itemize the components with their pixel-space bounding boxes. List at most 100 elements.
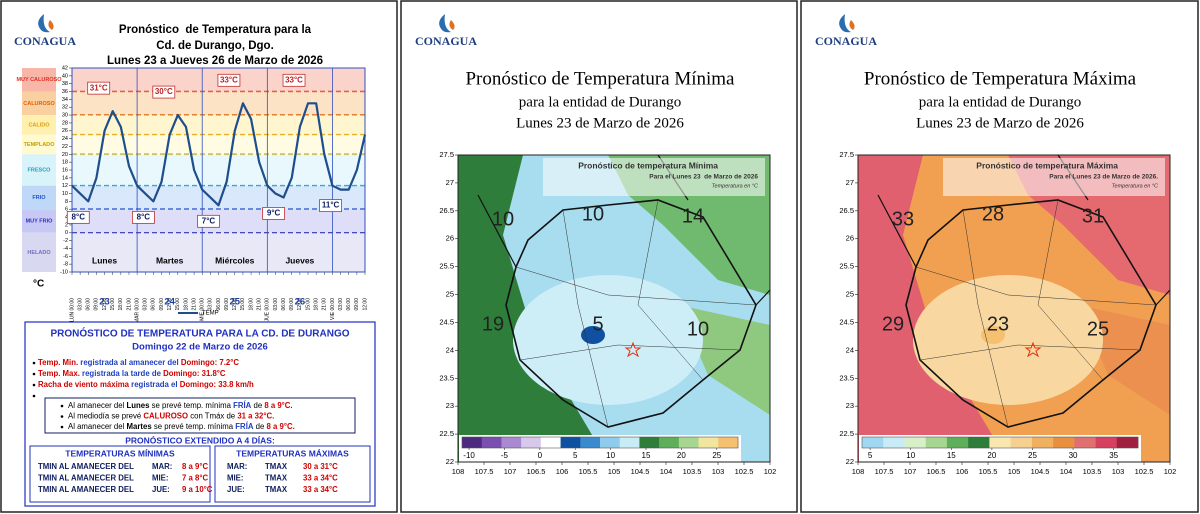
band-label: MUY CALUROSO [16,77,62,83]
annotation: 8°C [72,212,86,221]
annotation: 8°C [137,212,151,221]
band-label: MUY FRIO [26,218,54,224]
band-background [72,232,365,272]
x-tick-label: 09:00 [354,298,360,311]
logo-icon [849,20,855,30]
day-name: Jueves [285,255,314,265]
x-tick-label: VIE 00:00 [330,298,336,320]
bullet [60,404,64,408]
colorbar-swatch [1074,437,1096,448]
band-key [22,185,56,210]
y-tick-label: 38 [62,81,68,87]
colorbar-label: 25 [1028,451,1037,460]
band-label: FRIO [32,195,46,201]
extended-title: PRONÓSTICO EXTENDIDO A 4 DÍAS: [125,434,275,445]
map-title: Pronóstico de Temperatura Máxima [864,68,1137,89]
y-tick-label: 27.5 [839,150,854,159]
text-segment: de [251,401,264,410]
text-segment: registrada el [129,380,180,389]
colorbar-swatch [560,437,581,448]
colorbar-label: 15 [947,451,956,460]
text-segment: FRÍA [235,422,254,431]
x-tick-label: 06:00 [216,298,222,311]
y-tick-label: 22 [62,144,68,150]
colorbar-swatch [946,437,969,448]
annotation-box [66,210,90,224]
colorbar-swatch [1053,437,1075,448]
x-tick-label: 06:00 [86,298,92,311]
isotherm-label: 10 [582,203,604,225]
x-tick-label: 12:00 [167,298,173,311]
y-tick-label: 25.5 [439,262,454,271]
municipal-border [1037,199,1104,381]
colorbar-swatch [718,437,739,448]
y-tick-label: 24.5 [439,317,454,326]
x-tick-label: MAR 00:00 [134,298,140,323]
band-background [72,91,365,116]
y-tick-label: 25 [846,290,854,299]
map-region [458,155,608,462]
y-tick-label: 34 [62,97,68,103]
y-tick-label: 24 [846,345,854,354]
colorbar-label: 30 [1069,451,1078,460]
table-cell: 33 a 34°C [303,474,338,483]
table-cell: TMIN AL AMANECER DEL [38,462,134,471]
x-tick-label: 21:00 [257,298,263,311]
logo-icon [439,14,451,33]
isotherm-label: 10 [687,318,709,340]
x-tick-label: 06:00 [281,298,287,311]
colorbar-swatch [678,437,699,448]
municipal-border [962,209,1009,428]
colorbar-swatch [521,437,542,448]
inset-box [543,158,765,196]
isotherm-label: 14 [682,205,704,227]
y-tick-label: 16 [62,167,68,173]
y-tick-label: 40 [62,73,68,79]
map-date: Lunes 23 de Marzo de 2026 [516,115,684,131]
annotation: 30°C [155,87,173,96]
municipal-border [637,199,704,381]
logo-icon [38,14,50,33]
isotherm-label: 10 [492,208,514,230]
x-tick-label: 09:00 [289,298,295,311]
colorbar-label: 15 [642,451,651,460]
table-cell: TMAX [265,485,288,494]
title: Pronóstico de Temperatura para la [119,24,312,36]
y-tick-label: 24.5 [839,317,854,326]
title: Lunes 23 a Jueves 26 de Marzo de 2026 [107,55,323,67]
y-tick-label: 26 [62,128,68,134]
colorbar-swatch [619,437,640,448]
x-tick-label: 03:00 [273,298,279,311]
y-tick-label: 14 [62,175,68,181]
municipal-border [919,344,1141,361]
city-star [1024,341,1042,358]
x-tick-label: 12:00 [362,298,368,311]
x-tick-label: 106 [556,467,569,476]
isotherm-label: 31 [1082,205,1104,227]
bullet [32,394,36,398]
colorbar-label: 20 [987,451,996,460]
inset-title: Pronóstico de temperatura Mínima [578,160,718,170]
band-background [72,134,365,155]
x-tick-label: 102 [764,467,777,476]
summary-line: Racha de viento máxima registrada el Dom… [38,380,254,389]
legend-label: TEMP [202,311,219,317]
x-tick-label: 108 [452,467,465,476]
x-tick-label: 09:00 [94,298,100,311]
y-tick-label: 8 [65,199,68,205]
x-tick-label: 106.5 [927,467,946,476]
y-tick-label: -6 [63,254,68,260]
x-tick-label: 102.5 [1135,467,1154,476]
municipal-border [515,266,757,306]
table-cell: 33 a 34°C [303,485,338,494]
y-tick-label: 26 [446,234,454,243]
x-tick-label: 105.5 [579,467,598,476]
day-number: 25 [229,297,240,308]
band-label: FRESCO [28,167,52,173]
colorbar-label: 10 [906,451,915,460]
y-tick-label: 20 [62,152,68,158]
x-tick-label: 06:00 [346,298,352,311]
annotation: 31°C [90,83,108,92]
x-tick-label: 12:00 [297,298,303,311]
municipal-border [519,344,741,361]
